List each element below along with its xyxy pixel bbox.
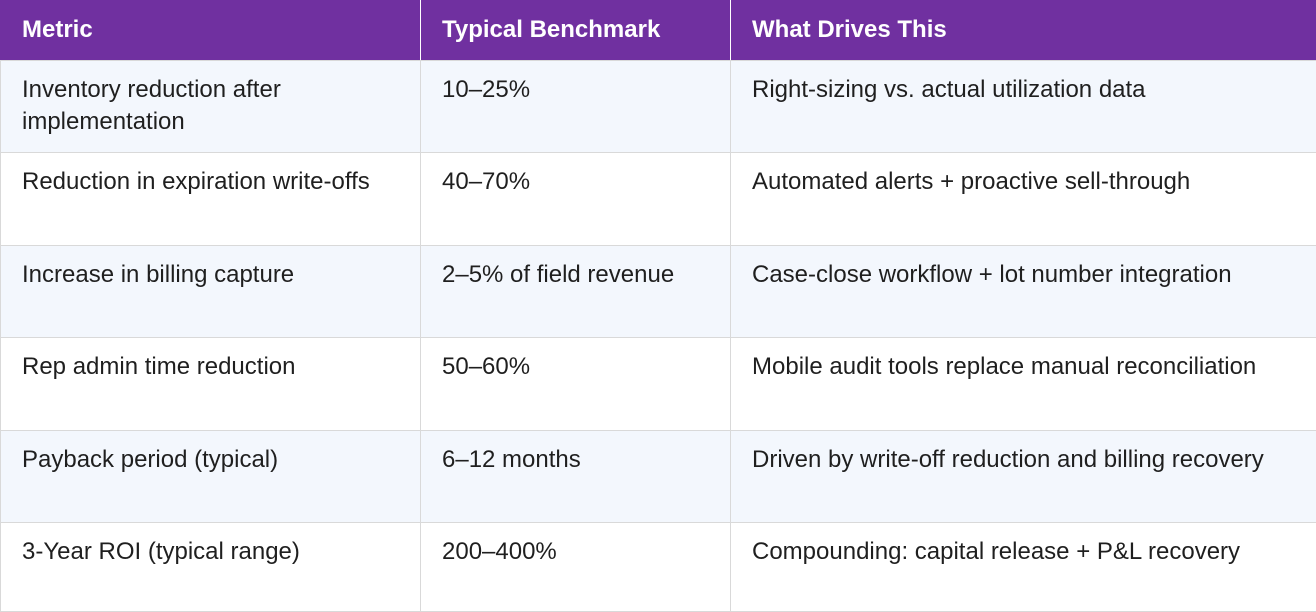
metric-cell: 3-Year ROI (typical range) [0,522,421,612]
table-header-row: Metric Typical Benchmark What Drives Thi… [0,0,1316,61]
metric-cell: Rep admin time reduction [0,337,421,431]
metric-cell: Increase in billing capture [0,245,421,339]
column-header-driver: What Drives This [730,0,1316,61]
table-row: Payback period (typical) 6–12 months Dri… [0,430,1316,524]
driver-cell: Right-sizing vs. actual utilization data [730,60,1316,154]
column-header-metric: Metric [0,0,421,61]
benchmark-cell: 6–12 months [420,430,731,524]
benchmark-cell: 10–25% [420,60,731,154]
driver-cell: Compounding: capital release + P&L recov… [730,522,1316,612]
driver-cell: Mobile audit tools replace manual reconc… [730,337,1316,431]
benchmark-cell: 50–60% [420,337,731,431]
table-row: Increase in billing capture 2–5% of fiel… [0,245,1316,339]
benchmark-cell: 2–5% of field revenue [420,245,731,339]
table-row: Rep admin time reduction 50–60% Mobile a… [0,337,1316,431]
benchmark-cell: 200–400% [420,522,731,612]
table-row: 3-Year ROI (typical range) 200–400% Comp… [0,522,1316,612]
column-header-benchmark: Typical Benchmark [420,0,731,61]
table-row: Reduction in expiration write-offs 40–70… [0,152,1316,246]
metric-cell: Reduction in expiration write-offs [0,152,421,246]
metric-cell: Payback period (typical) [0,430,421,524]
driver-cell: Automated alerts + proactive sell-throug… [730,152,1316,246]
table-row: Inventory reduction after implementation… [0,60,1316,154]
benchmark-cell: 40–70% [420,152,731,246]
metric-cell: Inventory reduction after implementation [0,60,421,154]
driver-cell: Driven by write-off reduction and billin… [730,430,1316,524]
driver-cell: Case-close workflow + lot number integra… [730,245,1316,339]
